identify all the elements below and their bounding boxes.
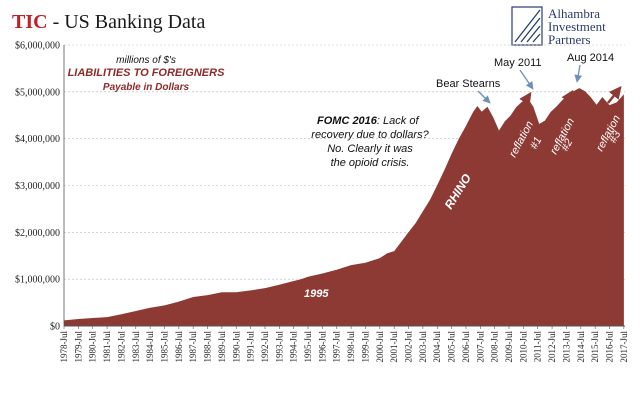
x-tick-label: 1998-Jul — [346, 331, 356, 363]
x-tick-label: 2010-Jul — [518, 331, 528, 363]
y-tick-label: $5,000,000 — [15, 87, 60, 98]
x-tick-label: 1982-Jul — [116, 331, 126, 363]
logo-stripes-icon — [514, 9, 541, 43]
logo-line-1: Alhambra — [548, 6, 600, 21]
x-tick-label: 2012-Jul — [547, 331, 557, 363]
x-tick-label: 1988-Jul — [203, 331, 213, 363]
y-tick-label: $1,000,000 — [15, 275, 60, 286]
logo-line-2: Investment — [548, 19, 606, 34]
arrow-reflation-1-icon — [512, 91, 532, 119]
x-tick-label: 1979-Jul — [73, 331, 83, 363]
arrow-reflation-2-icon — [554, 89, 574, 119]
x-tick-label: 1987-Jul — [188, 331, 198, 363]
y-tick-label: $0 — [50, 322, 60, 333]
x-tick-label: 1992-Jul — [260, 331, 270, 363]
x-tick-label: 1994-Jul — [289, 331, 299, 363]
x-tick-label: 2005-Jul — [447, 331, 457, 363]
x-tick-label: 1995-Jul — [303, 331, 313, 363]
annotation-1995: 1995 — [304, 288, 329, 300]
x-tick-label: 1991-Jul — [246, 331, 256, 363]
chart-title: TIC - US Banking Data — [12, 11, 205, 33]
x-tick-label: 1986-Jul — [174, 331, 184, 363]
area-series — [64, 88, 624, 326]
x-tick-label: 2013-Jul — [561, 331, 571, 363]
x-tick-label: 1980-Jul — [88, 331, 98, 363]
x-tick-label: 1984-Jul — [145, 331, 155, 363]
x-tick-label: 1989-Jul — [217, 331, 227, 363]
annotation-fomc-line-1: FOMC 2016: Lack of — [317, 115, 419, 127]
x-tick-label: 2008-Jul — [490, 331, 500, 363]
x-tick-label: 2003-Jul — [418, 331, 428, 363]
arrow-may-2011-icon — [519, 69, 534, 90]
x-tick-label: 2006-Jul — [461, 331, 471, 363]
y-tick-label: $6,000,000 — [15, 41, 60, 52]
annotation-aug-2014: Aug 2014 — [567, 52, 614, 64]
x-tick-label: 1978-Jul — [59, 331, 69, 363]
x-tick-label: 2014-Jul — [576, 331, 586, 363]
x-tick-label: 2009-Jul — [504, 331, 514, 363]
x-tick-label: 1983-Jul — [131, 331, 141, 363]
annotation-fomc-line-4: the opioid crisis. — [331, 157, 410, 169]
logo: Alhambra Investment Partners — [511, 6, 606, 47]
logo-line-3: Partners — [548, 32, 591, 47]
annotation-fomc-line-3: No. Clearly it was — [327, 143, 413, 155]
x-tick-label: 2016-Jul — [605, 331, 615, 363]
y-tick-label: $4,000,000 — [15, 134, 60, 145]
annotation-may-2011: May 2011 — [494, 57, 542, 69]
arrow-reflation-3-icon — [607, 86, 622, 104]
x-tick-labels: 1978-Jul 1979-Jul 1980-Jul 1981-Jul 1982-Jul… — [59, 331, 629, 363]
y-tick-label: $3,000,000 — [15, 181, 60, 192]
annotation-bear-stearns: Bear Stearns — [436, 78, 501, 90]
subtitle-note: millions of $'s — [116, 55, 176, 66]
x-tick-label: 1981-Jul — [102, 331, 112, 363]
x-tick-label: 2000-Jul — [375, 331, 385, 363]
annotation-reflation-2-number: #2 — [559, 137, 575, 153]
chart-subtitle: LIABILITIES TO FOREIGNERS — [68, 67, 226, 79]
y-tick-labels: $0 $1,000,000 $2,000,000 $3,000,000 $4,000,0… — [15, 41, 60, 333]
x-tick-label: 2015-Jul — [590, 331, 600, 363]
annotation-reflation-1-number: #1 — [528, 135, 544, 151]
annotation-fomc-line-2: recovery due to dollars? — [311, 129, 429, 141]
x-tick-label: 1985-Jul — [160, 331, 170, 363]
axes — [63, 45, 625, 329]
x-tick-label: 2001-Jul — [389, 331, 399, 363]
x-tick-label: 1990-Jul — [231, 331, 241, 363]
x-tick-label: 1997-Jul — [332, 331, 342, 363]
y-tick-label: $2,000,000 — [15, 228, 60, 239]
x-tick-label: 2007-Jul — [475, 331, 485, 363]
x-tick-label: 1993-Jul — [274, 331, 284, 363]
x-tick-label: 2002-Jul — [404, 331, 414, 363]
arrow-bear-stearns-icon — [477, 90, 491, 104]
series-area — [64, 88, 624, 326]
arrow-aug-2014-icon — [574, 64, 583, 83]
x-tick-label: 2011-Jul — [533, 331, 543, 363]
x-tick-label: 2017-Jul — [619, 331, 629, 363]
x-tick-label: 1996-Jul — [317, 331, 327, 363]
x-tick-label: 2004-Jul — [432, 331, 442, 363]
x-tick-label: 1999-Jul — [361, 331, 371, 363]
subtitle-detail: Payable in Dollars — [103, 82, 190, 93]
